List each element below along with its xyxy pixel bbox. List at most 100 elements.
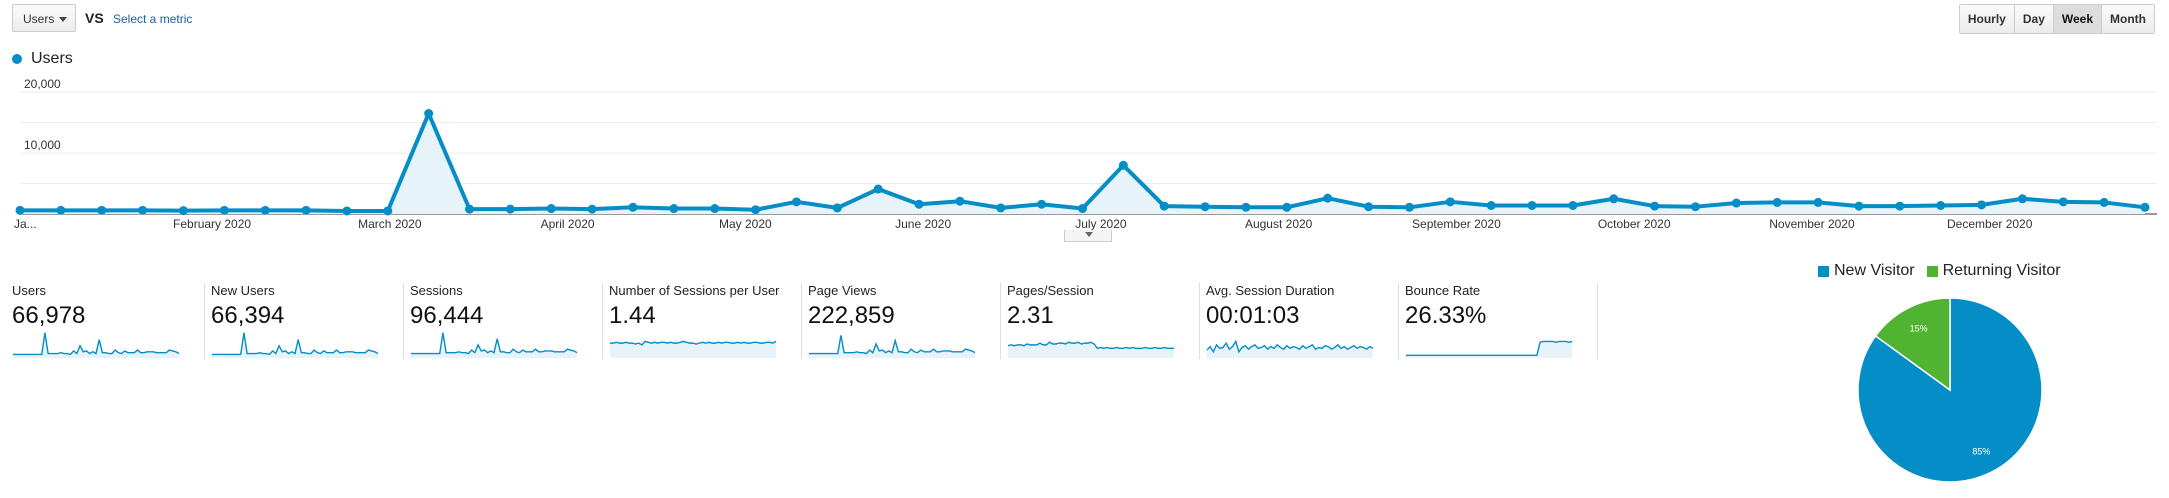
metric-name: Sessions xyxy=(410,283,463,298)
data-point[interactable] xyxy=(2140,202,2150,212)
data-point[interactable] xyxy=(260,205,270,215)
data-point[interactable] xyxy=(383,206,393,216)
legend-swatch-icon xyxy=(1818,265,1829,277)
data-point[interactable] xyxy=(791,197,801,207)
data-point[interactable] xyxy=(1895,201,1905,211)
data-point[interactable] xyxy=(1118,160,1128,170)
data-point[interactable] xyxy=(219,205,229,215)
data-point[interactable] xyxy=(1364,202,1374,212)
chevron-down-icon xyxy=(1085,232,1093,237)
data-point[interactable] xyxy=(832,203,842,213)
period-day-button[interactable]: Day xyxy=(2013,5,2053,33)
data-point[interactable] xyxy=(546,204,556,214)
data-point[interactable] xyxy=(1854,201,1864,211)
metric-name: Number of Sessions per User xyxy=(609,283,780,298)
data-point[interactable] xyxy=(628,202,638,212)
data-point[interactable] xyxy=(15,205,25,215)
chart-collapse-handle[interactable] xyxy=(1064,230,1112,242)
data-point[interactable] xyxy=(342,206,352,216)
sparkline-line xyxy=(212,332,379,356)
x-tick-label: April 2020 xyxy=(541,217,595,231)
data-point[interactable] xyxy=(505,204,515,214)
sparkline-area xyxy=(1008,342,1174,358)
data-point[interactable] xyxy=(97,205,107,215)
data-point[interactable] xyxy=(1241,202,1251,212)
data-point[interactable] xyxy=(465,204,475,214)
users-series-line xyxy=(20,111,2146,213)
sparkline-area xyxy=(809,335,975,358)
data-point[interactable] xyxy=(1772,197,1782,207)
pie-legend-returning-visitor[interactable]: Returning Visitor xyxy=(1926,262,2061,280)
data-point[interactable] xyxy=(710,204,720,214)
data-point[interactable] xyxy=(1078,204,1087,214)
metric-sparkline xyxy=(13,332,180,358)
data-point[interactable] xyxy=(1609,194,1619,204)
data-point[interactable] xyxy=(1159,201,1169,211)
data-point[interactable] xyxy=(1813,197,1823,207)
metric-name: Page Views xyxy=(808,283,877,298)
chevron-down-icon xyxy=(59,17,67,22)
period-week-button[interactable]: Week xyxy=(2052,5,2102,33)
metric-card[interactable]: Bounce Rate 26.33% xyxy=(1405,283,1598,359)
data-point[interactable] xyxy=(1200,202,1210,212)
data-point[interactable] xyxy=(1977,200,1987,210)
sparkline-line xyxy=(1206,339,1374,354)
metric-card[interactable]: Avg. Session Duration 00:01:03 xyxy=(1206,283,1399,359)
sparkline-area xyxy=(212,332,378,358)
data-point[interactable] xyxy=(2099,197,2109,207)
data-point[interactable] xyxy=(587,204,597,214)
data-point[interactable] xyxy=(751,205,761,215)
data-point[interactable] xyxy=(56,205,66,215)
metric-card[interactable]: Users 66,978 xyxy=(12,283,205,359)
data-point[interactable] xyxy=(1486,200,1496,210)
sparkline-line xyxy=(1007,341,1174,350)
data-point[interactable] xyxy=(138,205,148,215)
period-month-button[interactable]: Month xyxy=(2101,5,2154,33)
visitor-type-pie-chart: 85% 15% xyxy=(1857,297,2043,483)
data-point[interactable] xyxy=(1404,202,1414,212)
data-point[interactable] xyxy=(1527,200,1537,210)
metric-dropdown[interactable]: Users xyxy=(12,4,76,32)
data-point[interactable] xyxy=(996,203,1006,213)
data-point[interactable] xyxy=(2058,197,2068,207)
data-point[interactable] xyxy=(1936,200,1946,210)
metric-card[interactable]: Page Views 222,859 xyxy=(808,283,1001,359)
data-point[interactable] xyxy=(914,199,924,209)
metric-sparkline xyxy=(1406,340,1573,358)
data-point[interactable] xyxy=(955,196,965,206)
metric-name: Bounce Rate xyxy=(1405,283,1481,298)
metric-value: 96,444 xyxy=(410,302,484,329)
metric-value: 1.44 xyxy=(609,302,656,329)
period-toggle: Hourly Day Week Month xyxy=(1958,4,2155,34)
data-point[interactable] xyxy=(1323,193,1333,203)
metric-card[interactable]: Number of Sessions per User 1.44 xyxy=(609,283,802,359)
metric-card[interactable]: Pages/Session 2.31 xyxy=(1007,283,1200,359)
data-point[interactable] xyxy=(1690,202,1700,212)
pie-slice[interactable] xyxy=(1874,297,1951,392)
data-point[interactable] xyxy=(1650,201,1660,211)
pie-legend-new-visitor[interactable]: New Visitor xyxy=(1818,262,1915,280)
metric-name: Users xyxy=(12,283,46,298)
metric-dropdown-label: Users xyxy=(23,12,55,26)
sparkline-area xyxy=(1207,341,1373,358)
data-point[interactable] xyxy=(873,184,883,194)
metric-card[interactable]: New Users 66,394 xyxy=(211,283,404,359)
period-hourly-button[interactable]: Hourly xyxy=(1959,5,2014,33)
legend-swatch-icon xyxy=(1926,265,1938,277)
y-tick-label: 10,000 xyxy=(24,138,61,152)
data-point[interactable] xyxy=(301,205,311,215)
metric-sparkline xyxy=(411,332,578,358)
data-point[interactable] xyxy=(1445,197,1455,207)
data-point[interactable] xyxy=(2017,194,2027,204)
data-point[interactable] xyxy=(1037,199,1047,209)
select-metric-link[interactable]: Select a metric xyxy=(113,12,193,26)
data-point[interactable] xyxy=(178,206,188,216)
x-tick-label: August 2020 xyxy=(1245,217,1313,231)
sparkline-line xyxy=(610,340,777,346)
data-point[interactable] xyxy=(669,204,679,214)
data-point[interactable] xyxy=(1731,198,1741,208)
data-point[interactable] xyxy=(1282,202,1292,212)
metric-card[interactable]: Sessions 96,444 xyxy=(410,283,603,359)
data-point[interactable] xyxy=(1568,200,1578,210)
data-point[interactable] xyxy=(424,109,434,118)
